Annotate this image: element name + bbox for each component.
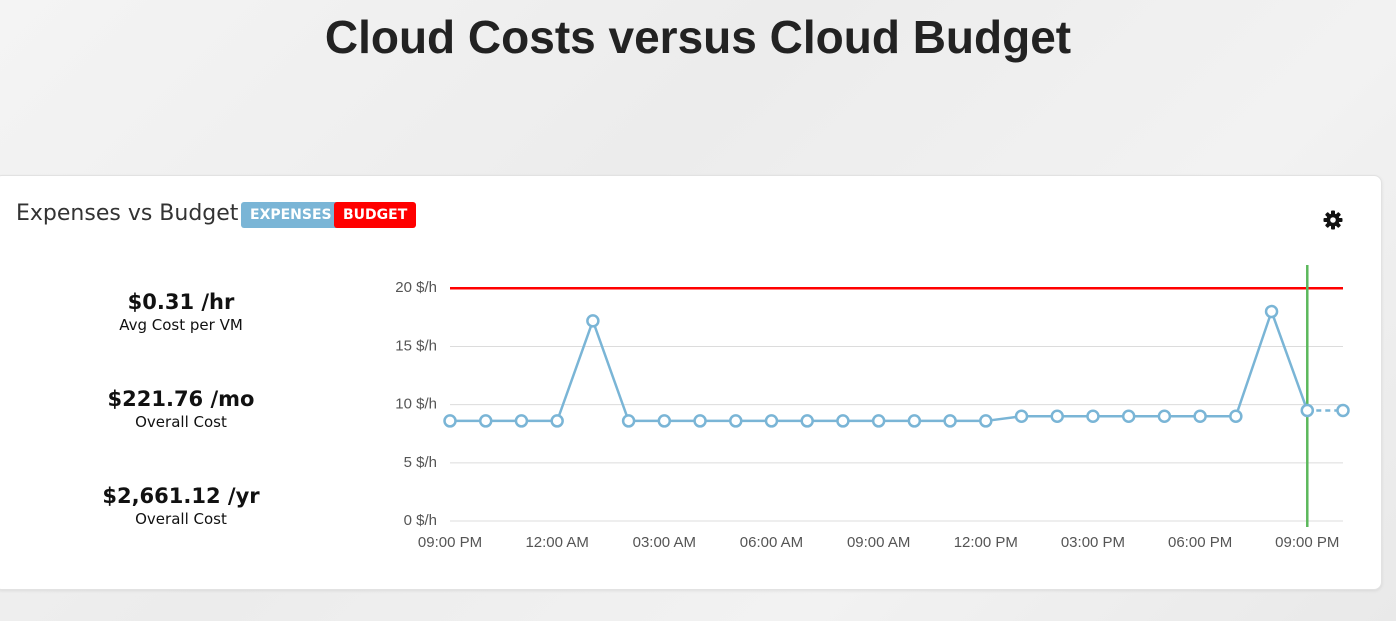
expense-point <box>1336 403 1350 418</box>
expense-point <box>478 414 493 428</box>
expense-point <box>979 414 993 428</box>
panel-title: Expenses vs Budget <box>16 201 239 226</box>
expense-point <box>621 414 636 428</box>
x-tick-label: 09:00 AM <box>847 534 910 551</box>
y-tick-label: 20 $/h <box>395 279 437 296</box>
expense-point <box>729 414 743 428</box>
y-tick-label: 5 $/h <box>404 454 437 471</box>
stat: $0.31 /hr Avg Cost per VM <box>81 290 281 334</box>
x-tick-label: 06:00 PM <box>1168 534 1232 551</box>
stat-label: Overall Cost <box>135 413 227 431</box>
x-tick-label: 09:00 PM <box>418 534 482 551</box>
expense-point <box>871 414 886 428</box>
x-tick-label: 03:00 PM <box>1061 534 1125 551</box>
expense-point <box>1193 409 1207 424</box>
expense-point <box>1014 409 1029 424</box>
expense-point <box>836 414 850 428</box>
y-tick-label: 0 $/h <box>404 512 437 529</box>
legend-badge[interactable]: EXPENSES <box>241 202 341 228</box>
expense-point <box>1157 409 1172 424</box>
stat-value: $2,661.12 /yr <box>102 484 260 508</box>
expense-point <box>1264 304 1279 319</box>
expense-point <box>1229 409 1243 424</box>
stat-value: $0.31 /hr <box>127 290 235 314</box>
expense-point <box>1121 409 1136 424</box>
stat: $2,661.12 /yr Overall Cost <box>81 484 281 528</box>
chart: 0 $/h 5 $/h 10 $/h 15 $/h 20 $/h 09:00 PM 12:0… <box>395 265 1350 551</box>
expense-point <box>657 414 672 428</box>
expense-point <box>1050 409 1064 424</box>
expense-point <box>514 414 529 428</box>
settings-icon[interactable] <box>1323 210 1343 230</box>
expense-point <box>800 414 814 428</box>
page-title: Cloud Costs versus Cloud Budget <box>324 11 1072 63</box>
stat-value: $221.76 /mo <box>107 387 255 411</box>
legend-badge[interactable]: BUDGET <box>334 202 417 228</box>
x-tick-label: 03:00 AM <box>633 534 696 551</box>
y-tick-label: 15 $/h <box>395 337 437 354</box>
stat-label: Overall Cost <box>135 510 227 528</box>
x-tick-label: 06:00 AM <box>740 534 803 551</box>
x-tick-label: 09:00 PM <box>1275 534 1339 551</box>
expense-point <box>586 314 600 328</box>
expense-point <box>693 414 707 428</box>
x-tick-label: 12:00 AM <box>525 534 588 551</box>
expense-point <box>907 414 922 428</box>
expense-point <box>550 414 564 428</box>
x-tick-label: 12:00 PM <box>954 534 1018 551</box>
expense-point <box>1300 403 1315 418</box>
expense-point <box>943 414 957 428</box>
stat: $221.76 /mo Overall Cost <box>81 387 281 431</box>
expense-point <box>764 414 779 428</box>
expense-point <box>1086 409 1100 424</box>
y-tick-label: 10 $/h <box>395 396 437 413</box>
expense-point <box>443 414 457 428</box>
stat-label: Avg Cost per VM <box>119 316 243 334</box>
